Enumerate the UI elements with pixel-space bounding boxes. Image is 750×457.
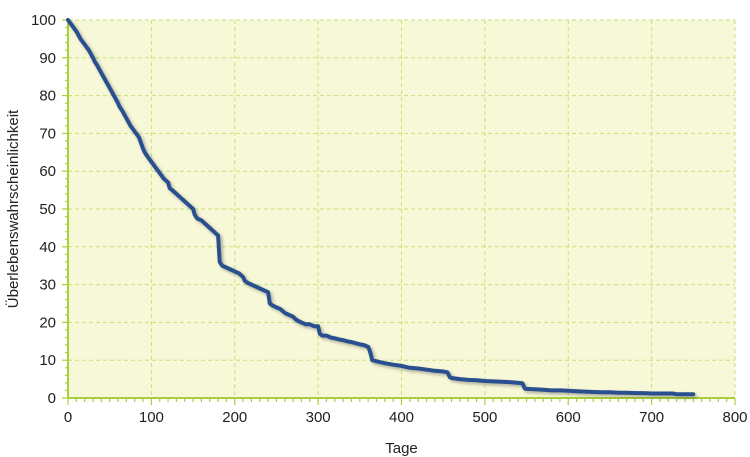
x-tick-label-800: 800 — [722, 409, 747, 426]
y-tick-label-10: 10 — [39, 352, 56, 369]
y-tick-label-80: 80 — [39, 88, 56, 105]
x-tick-label-600: 600 — [556, 409, 581, 426]
y-tick-labels: 0 10 20 30 40 50 60 70 80 90 100 — [31, 12, 56, 407]
x-tick-label-100: 100 — [139, 409, 164, 426]
x-tick-label-500: 500 — [472, 409, 497, 426]
y-tick-label-40: 40 — [39, 239, 56, 256]
y-axis-title: Überlebenswahrscheinlichkeit — [4, 109, 22, 308]
y-tick-label-100: 100 — [31, 12, 56, 29]
x-tick-label-200: 200 — [222, 409, 247, 426]
x-tick-label-0: 0 — [64, 409, 72, 426]
survival-curve — [66, 18, 696, 397]
y-tick-label-50: 50 — [39, 201, 56, 218]
x-axis-title: Tage — [385, 440, 418, 457]
y-tick-label-90: 90 — [39, 50, 56, 67]
x-tick-label-700: 700 — [639, 409, 664, 426]
y-tick-label-60: 60 — [39, 163, 56, 180]
y-tick-label-70: 70 — [39, 125, 56, 142]
x-tick-label-400: 400 — [389, 409, 414, 426]
y-tick-label-30: 30 — [39, 277, 56, 294]
x-tick-label-300: 300 — [306, 409, 331, 426]
grid — [68, 19, 736, 398]
tick-marks — [62, 19, 736, 405]
y-tick-label-0: 0 — [48, 390, 56, 407]
y-tick-label-20: 20 — [39, 314, 56, 331]
x-tick-labels: 0 100 200 300 400 500 600 700 800 — [64, 409, 748, 426]
